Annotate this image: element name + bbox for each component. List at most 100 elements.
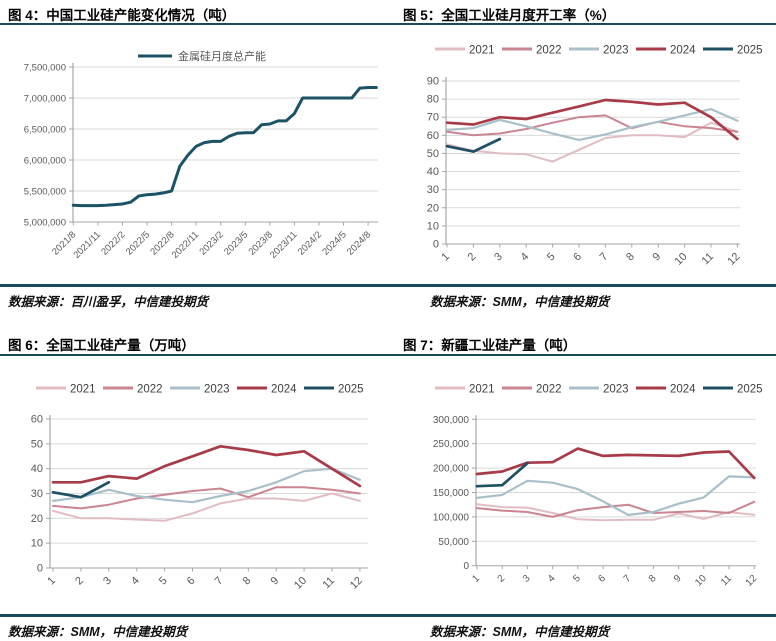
svg-text:20: 20 [31, 513, 43, 525]
svg-text:0: 0 [37, 563, 43, 575]
legend-label: 2023 [603, 384, 629, 396]
y-axis-labels: 0 50,000 100,000 150,000 200,000 250,000 300,0… [433, 415, 470, 572]
svg-text:2023/11: 2023/11 [268, 229, 300, 261]
legend-item-2023: 2023 [569, 384, 629, 396]
svg-text:11: 11 [700, 251, 717, 268]
svg-text:11: 11 [321, 575, 338, 592]
svg-text:0: 0 [463, 561, 469, 572]
svg-text:12: 12 [725, 251, 742, 268]
legend-item-2025: 2025 [703, 384, 763, 396]
y-axis-labels: 0 10 20 30 40 50 60 [31, 414, 43, 575]
svg-text:2: 2 [496, 573, 508, 585]
legend-label: 金属硅月度总产能 [178, 49, 266, 63]
y-gridlines [442, 77, 740, 245]
svg-text:5: 5 [545, 251, 558, 264]
series-2024-line [445, 98, 739, 141]
x-axis-labels: 1 2 3 4 5 6 7 8 9 10 11 12 [470, 565, 760, 589]
legend-item-2025: 2025 [304, 384, 364, 396]
series-2024-line [475, 447, 756, 480]
legend-label: 2025 [338, 384, 364, 396]
legend-label: 2025 [737, 384, 763, 396]
y-axis-labels: 5,000,000 5,500,000 6,000,000 6,500,000 7,00… [24, 63, 66, 229]
header-divider-row2 [0, 353, 776, 356]
legend-label: 2021 [469, 384, 495, 396]
series-2022-line [52, 486, 361, 510]
legend-item-2023: 2023 [170, 384, 230, 396]
svg-text:6,500,000: 6,500,000 [24, 125, 66, 136]
svg-text:2022/5: 2022/5 [124, 229, 152, 257]
svg-text:2021/11: 2021/11 [71, 229, 103, 261]
svg-text:2023/2: 2023/2 [198, 229, 226, 257]
y-gridlines [69, 63, 378, 223]
legend: 2021 2022 2023 2024 2025 [435, 45, 763, 57]
svg-text:5,500,000: 5,500,000 [24, 187, 66, 198]
legend-label: 2024 [271, 384, 297, 396]
legend-item-金属硅月度总产能: 金属硅月度总产能 [138, 49, 266, 63]
x-axis-labels: 1 2 3 4 5 6 7 8 9 10 11 12 [439, 244, 743, 268]
figure5-title: 图 5：全国工业硅月度开工率（%） [403, 8, 616, 23]
legend-label: 2021 [469, 45, 495, 57]
svg-text:60: 60 [31, 414, 43, 426]
svg-text:30: 30 [31, 488, 43, 500]
series-2021-line [52, 492, 361, 522]
svg-text:2022/11: 2022/11 [170, 229, 202, 261]
legend-label: 2023 [603, 45, 629, 57]
legend-item-2021: 2021 [435, 384, 495, 396]
source-divider-row2 [0, 614, 776, 617]
legend: 2021 2022 2023 2024 2025 [36, 384, 364, 396]
series-2023-line [51, 467, 361, 504]
svg-text:1: 1 [45, 575, 58, 588]
legend-label: 2022 [536, 45, 562, 57]
svg-text:7,000,000: 7,000,000 [24, 94, 66, 105]
legend-label: 2022 [536, 384, 562, 396]
legend: 2021 2022 2023 2024 2025 [435, 384, 763, 396]
svg-text:50: 50 [31, 438, 43, 450]
svg-text:11: 11 [719, 573, 734, 588]
svg-text:2: 2 [466, 251, 479, 264]
svg-text:100,000: 100,000 [433, 512, 470, 523]
figure6-title: 图 6：全国工业硅产量（万吨） [8, 338, 195, 353]
svg-text:6: 6 [571, 251, 584, 264]
svg-text:200,000: 200,000 [433, 464, 470, 475]
legend: 金属硅月度总产能 [138, 49, 266, 63]
svg-text:30: 30 [427, 184, 439, 196]
svg-text:9: 9 [269, 575, 282, 588]
svg-text:250,000: 250,000 [433, 439, 470, 450]
svg-text:300,000: 300,000 [433, 415, 470, 426]
svg-text:10: 10 [31, 538, 43, 550]
svg-text:8: 8 [647, 573, 659, 585]
legend-label: 2025 [737, 45, 763, 57]
svg-text:4: 4 [519, 251, 532, 264]
figure6-source-note: 数据来源：SMM，中信建投期货 [8, 625, 188, 639]
y-gridlines [472, 415, 756, 567]
svg-text:5,000,000: 5,000,000 [24, 218, 66, 229]
svg-text:10: 10 [693, 573, 709, 589]
figure4-title: 图 4：中国工业硅产能变化情况（吨） [8, 8, 236, 23]
series-2022-line [446, 114, 739, 137]
fig7-svg: 0 50,000 100,000 150,000 200,000 250,000 300,0… [433, 384, 763, 589]
svg-text:7: 7 [622, 573, 634, 585]
svg-text:7,500,000: 7,500,000 [24, 63, 66, 74]
y-axis-labels: 0 10 20 30 40 50 60 70 80 90 [427, 76, 439, 251]
series-2023-line [445, 107, 739, 142]
legend-item-2021: 2021 [36, 384, 96, 396]
svg-text:50: 50 [427, 148, 439, 160]
legend-item-2022: 2022 [103, 384, 163, 396]
series-2024-line [51, 444, 362, 488]
series-2023-line [475, 475, 756, 516]
svg-text:5: 5 [157, 575, 170, 588]
svg-text:12: 12 [744, 573, 760, 589]
legend-item-2024: 2024 [636, 45, 696, 57]
legend-item-2024: 2024 [636, 384, 696, 396]
figure7-title: 图 7：新疆工业硅产量（吨） [403, 338, 577, 353]
svg-text:12: 12 [348, 575, 365, 592]
svg-text:2024/8: 2024/8 [345, 229, 373, 257]
x-axis-labels: 2021/82021/112022/22022/52022/82022/1120… [50, 222, 373, 261]
svg-text:2024/5: 2024/5 [320, 229, 348, 257]
svg-text:6: 6 [185, 575, 198, 588]
legend-item-2024: 2024 [237, 384, 297, 396]
svg-text:7: 7 [598, 251, 611, 264]
